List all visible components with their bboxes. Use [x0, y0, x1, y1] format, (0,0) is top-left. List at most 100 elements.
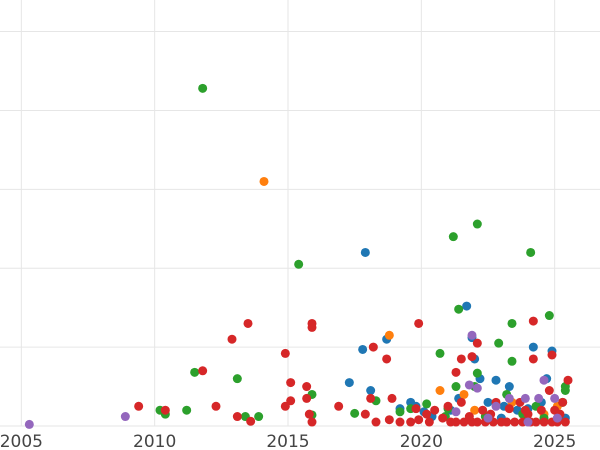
data-point-s3-41 — [280, 401, 290, 411]
data-point-s1-0 — [259, 176, 269, 186]
data-point-s3-20 — [302, 393, 312, 403]
data-point-s3-14 — [198, 366, 208, 376]
data-point-s4-9 — [520, 393, 530, 403]
data-point-s2-11 — [472, 368, 482, 378]
data-point-s3-38 — [211, 401, 221, 411]
data-point-s1-1 — [384, 330, 394, 340]
data-point-s3-53 — [451, 417, 461, 427]
data-point-s3-35 — [558, 397, 568, 407]
data-point-s3-9 — [456, 354, 466, 364]
data-point-s0-19 — [504, 382, 514, 392]
data-point-s0-17 — [491, 375, 501, 385]
data-point-s2-7 — [454, 304, 464, 314]
data-point-s4-5 — [539, 375, 549, 385]
data-point-s3-44 — [360, 409, 370, 419]
data-point-s1-3 — [459, 389, 469, 399]
data-point-s3-13 — [547, 350, 557, 360]
data-point-s2-31 — [254, 412, 264, 422]
data-point-s2-6 — [544, 311, 554, 321]
x-tick-label-0: 2005 — [0, 432, 43, 450]
data-point-s2-18 — [422, 399, 432, 409]
data-point-s3-64 — [531, 417, 541, 427]
data-point-s3-0 — [243, 318, 253, 328]
data-point-s2-25 — [560, 386, 570, 395]
data-point-s2-8 — [494, 338, 504, 348]
data-point-s4-13 — [523, 417, 533, 427]
data-point-s3-36 — [134, 401, 144, 411]
data-point-s3-42 — [304, 409, 314, 419]
data-point-s3-60 — [502, 417, 512, 427]
data-point-s3-33 — [544, 386, 554, 395]
data-point-s3-3 — [414, 318, 424, 328]
data-point-s3-39 — [232, 412, 242, 422]
data-point-s3-18 — [563, 375, 573, 385]
data-point-s0-1 — [360, 247, 370, 257]
data-point-s3-61 — [510, 417, 520, 427]
data-point-s3-43 — [307, 417, 317, 427]
data-point-s0-12 — [462, 301, 472, 311]
data-point-s2-32 — [350, 408, 360, 418]
data-point-s3-5 — [227, 334, 237, 344]
data-point-s4-12 — [451, 407, 461, 417]
data-point-s2-20 — [451, 382, 461, 392]
data-point-s3-12 — [528, 354, 538, 364]
data-point-s3-28 — [478, 405, 488, 415]
data-point-s3-45 — [371, 417, 381, 427]
data-point-s2-13 — [232, 374, 242, 384]
data-point-s3-27 — [456, 397, 466, 407]
data-point-s3-70 — [520, 405, 530, 415]
x-tick-label-1: 2010 — [133, 432, 176, 450]
data-point-s3-21 — [334, 401, 344, 411]
data-point-s0-0 — [344, 378, 354, 388]
grid — [0, 0, 600, 427]
data-point-s4-3 — [464, 380, 474, 390]
data-point-s2-10 — [507, 356, 517, 366]
data-point-s3-11 — [472, 338, 482, 348]
data-point-s3-4 — [528, 316, 538, 326]
data-point-s2-3 — [472, 219, 482, 229]
data-point-s3-48 — [406, 417, 416, 427]
data-point-s2-5 — [507, 318, 517, 328]
data-point-s2-9 — [435, 348, 445, 358]
data-point-s2-4 — [526, 247, 536, 257]
data-point-s3-30 — [504, 404, 514, 414]
data-point-s4-1 — [120, 412, 130, 422]
data-point-s3-17 — [451, 367, 461, 377]
data-point-s4-4 — [472, 383, 482, 393]
data-point-s0-16 — [483, 397, 493, 407]
data-point-s4-0 — [24, 419, 34, 429]
x-tick-label-3: 2020 — [400, 432, 443, 450]
x-axis-ticks: 2005 2010 2015 2020 2025 — [0, 432, 576, 450]
x-tick-label-2: 2015 — [266, 432, 309, 450]
data-point-s3-47 — [395, 417, 405, 427]
x-tick-label-4: 2025 — [533, 432, 576, 450]
data-point-s3-2 — [307, 322, 317, 332]
data-point-s2-0 — [198, 83, 208, 93]
data-point-s3-15 — [286, 378, 296, 388]
data-point-s0-2 — [366, 386, 376, 395]
data-point-s3-73 — [464, 412, 474, 422]
data-point-s3-51 — [438, 413, 448, 423]
data-point-s3-71 — [536, 405, 546, 415]
data-point-s2-16 — [395, 407, 405, 417]
data-point-s4-14 — [552, 413, 562, 423]
data-point-s3-40 — [246, 416, 256, 426]
data-point-s3-24 — [411, 404, 421, 414]
data-point-s2-29 — [182, 405, 192, 415]
data-point-s3-68 — [560, 417, 570, 427]
data-point-s3-8 — [382, 354, 392, 364]
data-point-s2-12 — [190, 367, 200, 377]
data-point-s4-11 — [550, 393, 560, 403]
data-point-s2-2 — [448, 232, 458, 242]
data-point-s4-7 — [491, 401, 501, 411]
data-point-s3-56 — [472, 417, 482, 427]
data-point-s3-7 — [368, 342, 378, 352]
data-point-s3-6 — [280, 348, 290, 358]
data-point-s3-49 — [414, 415, 424, 425]
data-point-s1-2 — [435, 386, 445, 395]
data-point-s3-16 — [302, 382, 312, 392]
data-point-s3-50 — [424, 417, 434, 427]
data-point-s0-4 — [358, 344, 368, 354]
data-point-s4-2 — [467, 330, 477, 340]
